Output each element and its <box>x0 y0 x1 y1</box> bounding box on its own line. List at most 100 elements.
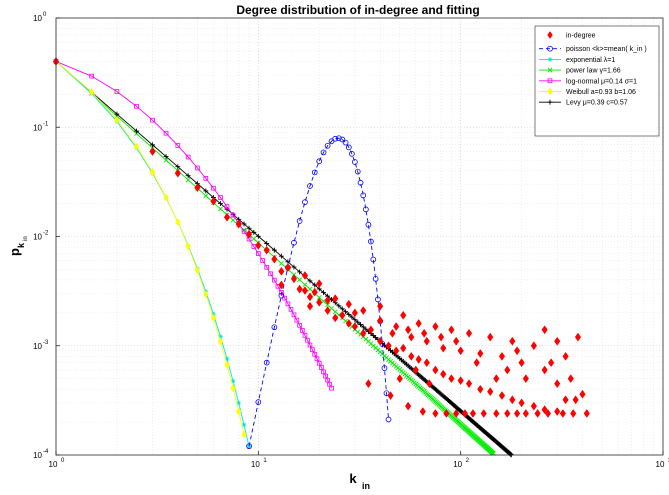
data-point <box>224 356 230 361</box>
data-point <box>377 301 384 311</box>
y-tick-label-exponent: -3 <box>43 340 49 346</box>
y-tick-label: 10 <box>33 342 42 351</box>
data-point <box>365 379 372 389</box>
data-point <box>185 173 191 179</box>
data-point <box>235 407 242 416</box>
data-point <box>534 409 541 418</box>
x-tick-label-exponent: 1 <box>263 458 267 464</box>
data-point <box>360 306 367 315</box>
data-point <box>268 271 273 277</box>
data-point <box>349 151 355 157</box>
data-point <box>570 409 577 418</box>
data-point <box>251 229 257 235</box>
data-point <box>443 409 450 418</box>
data-point <box>332 135 339 142</box>
data-point <box>203 193 209 199</box>
data-point <box>400 310 407 320</box>
data-point <box>363 326 369 332</box>
data-point <box>264 264 270 270</box>
data-point <box>150 117 155 123</box>
data-point <box>583 409 590 418</box>
data-point <box>185 242 191 251</box>
data-point <box>291 239 297 246</box>
data-point <box>302 333 308 338</box>
data-point <box>355 319 361 325</box>
data-point <box>370 256 377 263</box>
data-point <box>230 384 236 393</box>
data-point <box>246 443 252 450</box>
data-point <box>114 89 120 94</box>
data-point <box>175 164 181 170</box>
data-point <box>271 324 278 331</box>
data-point <box>530 401 537 411</box>
data-point <box>389 328 396 338</box>
data-point <box>320 149 327 156</box>
y-tick-label-exponent: 0 <box>43 12 47 18</box>
data-point <box>343 309 349 315</box>
legend-label: in-degree <box>566 33 596 40</box>
data-point <box>296 284 303 294</box>
data-point <box>149 168 156 177</box>
data-point <box>522 409 529 418</box>
data-point <box>310 347 315 353</box>
data-point <box>385 416 392 423</box>
data-point <box>246 444 252 449</box>
data-point <box>342 139 349 146</box>
data-point <box>448 374 455 384</box>
data-point <box>457 376 464 386</box>
series-line <box>55 61 332 389</box>
legend-item: power law γ=1.66 <box>539 68 621 75</box>
data-point <box>453 409 460 418</box>
data-point <box>316 158 323 165</box>
data-point <box>271 254 278 264</box>
legend-item: log-normal μ=0.14 σ=1 <box>539 78 637 85</box>
legend-label: power law γ=1.66 <box>566 68 621 75</box>
legend-marker <box>547 45 553 52</box>
data-point <box>203 176 209 181</box>
data-point <box>134 128 139 134</box>
data-point <box>324 306 331 315</box>
data-point <box>264 241 270 246</box>
data-point <box>230 378 236 384</box>
data-point <box>381 365 388 371</box>
data-point <box>465 379 473 389</box>
data-point <box>432 322 439 331</box>
data-point <box>230 212 236 218</box>
data-point <box>349 314 355 320</box>
data-point <box>174 168 181 178</box>
y-axis-label-subscript: k <box>16 242 26 248</box>
legend-label: log-normal μ=0.14 σ=1 <box>566 78 637 85</box>
data-point <box>150 142 155 148</box>
data-point <box>278 292 285 299</box>
data-point <box>572 395 579 405</box>
data-point <box>163 130 169 136</box>
data-point <box>203 188 209 194</box>
data-point <box>396 374 403 384</box>
data-point <box>325 302 331 308</box>
data-point <box>408 351 415 361</box>
data-point <box>278 253 284 259</box>
data-point <box>163 193 169 202</box>
data-point <box>375 296 381 303</box>
legend-item: poisson <k>=mean( k_in ) <box>539 45 647 53</box>
data-point <box>149 147 156 156</box>
data-point <box>284 263 292 272</box>
data-point <box>360 192 367 199</box>
data-point <box>312 282 318 288</box>
data-point <box>351 308 358 318</box>
data-point <box>440 343 447 353</box>
data-point <box>426 379 433 389</box>
data-point <box>372 275 379 282</box>
data-point <box>387 391 394 400</box>
data-point <box>400 343 407 353</box>
data-point <box>245 229 253 239</box>
x-tick-label: 10 <box>453 460 462 469</box>
data-point <box>332 313 339 323</box>
data-point <box>339 306 345 312</box>
data-point <box>260 258 265 263</box>
data-point <box>493 409 500 418</box>
data-point <box>544 409 552 418</box>
data-point <box>263 359 270 366</box>
